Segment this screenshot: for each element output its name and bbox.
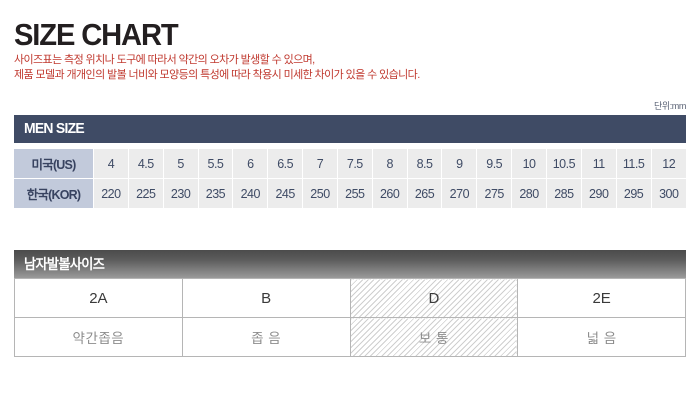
cell-us-3: 5.5 [198, 149, 234, 179]
cell-us-12: 10 [511, 149, 547, 179]
cell-kor-2: 230 [163, 178, 199, 208]
width-size-section-header: 남자발볼사이즈 [14, 250, 686, 278]
cell-us-15: 11.5 [616, 149, 652, 179]
cell-us-4: 6 [232, 149, 269, 179]
cell-us-8: 8 [372, 149, 408, 179]
width-code-2e: 2E [517, 278, 686, 318]
unit-note: 단위:mm [653, 101, 686, 111]
width-code-2a: 2A [14, 278, 183, 318]
description-line-2: 제품 모델과 개개인의 발볼 너비와 모양등의 특성에 따라 착용시 미세한 차… [14, 69, 420, 81]
width-label-b: 좁 음 [181, 317, 351, 357]
cell-kor-15: 295 [616, 178, 652, 208]
cell-kor-1: 225 [128, 178, 164, 208]
cell-us-1: 4.5 [128, 149, 164, 179]
cell-kor-13: 285 [546, 178, 582, 208]
cell-us-10: 9 [441, 149, 478, 179]
cell-kor-8: 260 [372, 178, 408, 208]
cell-us-6: 7 [302, 149, 338, 179]
cell-us-16: 12 [651, 149, 686, 179]
men-size-section-title: MEN SIZE [24, 120, 85, 137]
description-line-1: 사이즈표는 측정 위치나 도구에 따라서 약간의 오차가 발생할 수 있으며, [14, 54, 315, 66]
cell-us-9: 8.5 [407, 149, 443, 179]
cell-kor-4: 240 [232, 178, 269, 208]
width-size-section-title: 남자발볼사이즈 [24, 256, 105, 272]
cell-kor-16: 300 [651, 178, 686, 208]
cell-kor-12: 280 [511, 178, 547, 208]
men-size-table: 미국(US) 4 4.5 5 5.5 6 6.5 7 7.5 8 8.5 9 9… [14, 149, 686, 208]
cell-us-5: 6.5 [267, 149, 304, 179]
cell-us-7: 7.5 [337, 149, 373, 179]
cell-us-11: 9.5 [476, 149, 513, 179]
men-size-section-header: MEN SIZE [14, 115, 686, 143]
row-label-us: 미국(US) [14, 149, 94, 179]
cell-kor-9: 265 [407, 178, 443, 208]
cell-kor-3: 235 [198, 178, 234, 208]
cell-kor-0: 220 [93, 178, 129, 208]
cell-kor-5: 245 [267, 178, 304, 208]
width-label-2a: 약간좁음 [14, 317, 183, 357]
table-row-us: 미국(US) 4 4.5 5 5.5 6 6.5 7 7.5 8 8.5 9 9… [14, 149, 686, 179]
cell-kor-7: 255 [337, 178, 373, 208]
cell-kor-6: 250 [302, 178, 338, 208]
cell-kor-10: 270 [441, 178, 478, 208]
cell-us-13: 10.5 [546, 149, 582, 179]
table-row-width-codes: 2A B D 2E [14, 278, 686, 318]
cell-kor-14: 290 [581, 178, 617, 208]
cell-kor-11: 275 [476, 178, 513, 208]
description-text: 사이즈표는 측정 위치나 도구에 따라서 약간의 오차가 발생할 수 있으며, … [14, 53, 686, 83]
cell-us-2: 5 [163, 149, 199, 179]
page-title: SIZE CHART [14, 17, 179, 52]
cell-us-0: 4 [93, 149, 129, 179]
width-code-d: D [349, 278, 519, 318]
header-block: SIZE CHART 사이즈표는 측정 위치나 도구에 따라서 약간의 오차가 … [14, 18, 686, 83]
width-label-2e: 넓 음 [517, 317, 686, 357]
width-code-b: B [181, 278, 351, 318]
table-row-kor: 한국(KOR) 220 225 230 235 240 245 250 255 … [14, 178, 686, 208]
row-label-kor: 한국(KOR) [14, 178, 94, 208]
table-row-width-labels: 약간좁음 좁 음 보 통 넓 음 [14, 317, 686, 357]
cell-us-14: 11 [581, 149, 617, 179]
width-size-table: 2A B D 2E 약간좁음 좁 음 보 통 넓 음 [14, 278, 686, 357]
width-label-d: 보 통 [349, 317, 519, 357]
